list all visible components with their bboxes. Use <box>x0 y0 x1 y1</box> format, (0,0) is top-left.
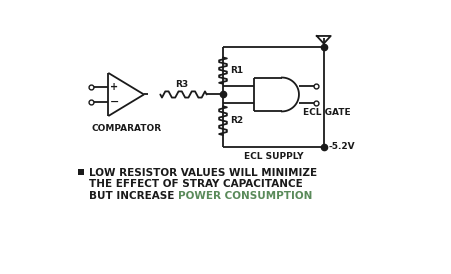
Text: R2: R2 <box>230 116 243 125</box>
Bar <box>78 169 84 175</box>
Text: POWER CONSUMPTION: POWER CONSUMPTION <box>178 191 312 201</box>
Text: THE EFFECT OF STRAY CAPACITANCE: THE EFFECT OF STRAY CAPACITANCE <box>89 179 303 189</box>
Text: R3: R3 <box>175 80 189 89</box>
Text: ECL SUPPLY: ECL SUPPLY <box>244 152 303 161</box>
Text: −: − <box>110 97 119 107</box>
Text: ECL GATE: ECL GATE <box>303 109 350 118</box>
Text: LOW RESISTOR VALUES WILL MINIMIZE: LOW RESISTOR VALUES WILL MINIMIZE <box>89 168 317 178</box>
Text: R1: R1 <box>230 66 243 75</box>
Text: -5.2V: -5.2V <box>328 142 355 151</box>
Text: COMPARATOR: COMPARATOR <box>91 124 161 133</box>
Text: +: + <box>110 82 119 92</box>
Text: BUT INCREASE: BUT INCREASE <box>89 191 178 201</box>
